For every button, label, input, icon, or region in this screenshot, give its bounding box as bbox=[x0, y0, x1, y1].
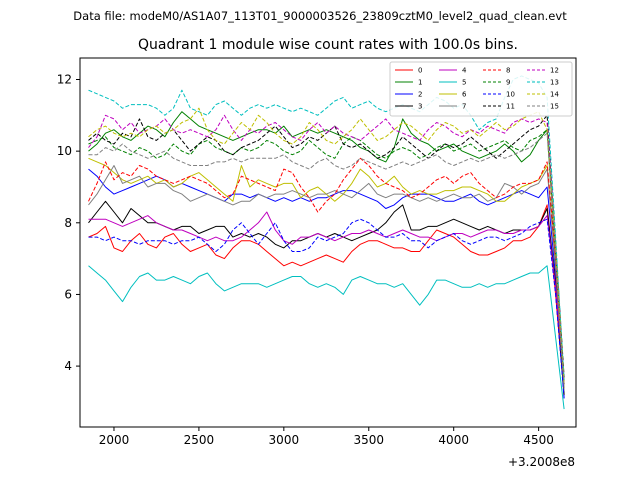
series-line-5 bbox=[88, 265, 565, 410]
series-line-14 bbox=[88, 107, 565, 385]
legend-box bbox=[389, 61, 573, 117]
legend-label-4: 4 bbox=[462, 67, 467, 75]
legend-label-6: 6 bbox=[462, 91, 467, 99]
series-line-13 bbox=[88, 75, 565, 381]
series-line-6 bbox=[88, 157, 565, 388]
chart-suptitle: Data file: modeM0/AS1A07_113T01_90000035… bbox=[73, 9, 567, 23]
x-tick-label: 3000 bbox=[269, 433, 300, 447]
y-tick-label: 10 bbox=[57, 144, 72, 158]
x-tick-label: 2000 bbox=[99, 433, 130, 447]
series-line-0 bbox=[88, 204, 565, 395]
legend-label-14: 14 bbox=[550, 91, 559, 99]
legend-label-7: 7 bbox=[462, 103, 466, 111]
y-tick-label: 4 bbox=[64, 359, 72, 373]
legend-label-12: 12 bbox=[550, 67, 559, 75]
legend-label-1: 1 bbox=[418, 79, 422, 87]
y-tick-label: 12 bbox=[57, 72, 72, 86]
x-tick-label: 3500 bbox=[353, 433, 384, 447]
series-group bbox=[88, 75, 565, 410]
legend-label-2: 2 bbox=[418, 91, 422, 99]
series-line-10 bbox=[88, 218, 565, 399]
x-tick-label: 4500 bbox=[523, 433, 554, 447]
y-axis: 4 6 8 10 12 bbox=[57, 72, 80, 373]
series-line-4 bbox=[88, 211, 565, 381]
legend-label-10: 10 bbox=[506, 91, 515, 99]
x-tick-label: 2500 bbox=[184, 433, 215, 447]
series-line-11 bbox=[88, 114, 565, 377]
chart-title: Quadrant 1 module wise count rates with … bbox=[138, 37, 518, 53]
x-axis: 2000 2500 3000 3500 4000 4500 bbox=[99, 427, 554, 447]
x-tick-label: 4000 bbox=[438, 433, 469, 447]
series-line-12 bbox=[88, 114, 565, 385]
series-line-15 bbox=[88, 132, 565, 388]
x-offset-label: +3.2008e8 bbox=[508, 455, 575, 469]
series-line-1 bbox=[88, 111, 565, 385]
legend-label-11: 11 bbox=[506, 103, 515, 111]
y-tick-label: 8 bbox=[64, 216, 72, 230]
legend-label-3: 3 bbox=[418, 103, 422, 111]
legend-label-0: 0 bbox=[418, 67, 422, 75]
legend-label-13: 13 bbox=[550, 79, 559, 87]
plot-frame bbox=[79, 57, 577, 428]
legend-label-9: 9 bbox=[506, 79, 510, 87]
y-tick-label: 6 bbox=[64, 287, 72, 301]
legend-label-8: 8 bbox=[506, 67, 510, 75]
legend-label-5: 5 bbox=[462, 79, 466, 87]
legend-label-15: 15 bbox=[550, 103, 559, 111]
series-line-7 bbox=[88, 165, 565, 392]
series-line-8 bbox=[88, 157, 565, 385]
